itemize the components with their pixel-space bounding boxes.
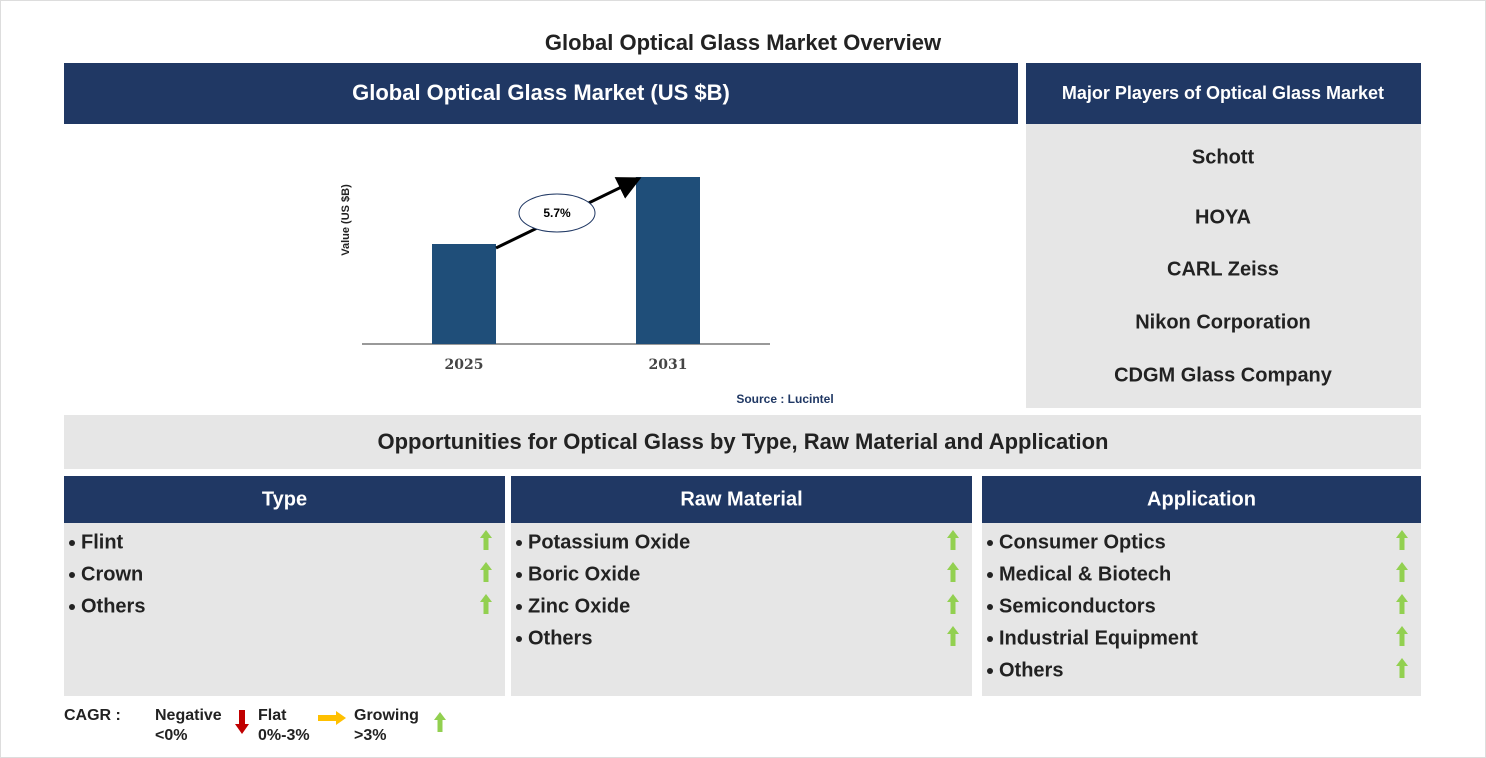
item-label: Zinc Oxide bbox=[528, 595, 630, 617]
bullet bbox=[987, 572, 993, 578]
bullet bbox=[69, 572, 75, 578]
column-body bbox=[64, 523, 505, 696]
bar bbox=[432, 244, 496, 344]
player: CDGM Glass Company bbox=[1114, 364, 1333, 386]
item-label: Others bbox=[999, 659, 1063, 681]
trend-arrow bbox=[947, 530, 959, 550]
opportunities-title: Opportunities for Optical Glass by Type,… bbox=[377, 429, 1108, 454]
item-label: Others bbox=[528, 627, 592, 649]
source: Source : Lucintel bbox=[736, 392, 833, 406]
bullet bbox=[516, 636, 522, 642]
trend-arrow bbox=[947, 562, 959, 582]
trend-arrow bbox=[318, 711, 346, 725]
column-title: Type bbox=[262, 488, 307, 510]
trend-arrow bbox=[480, 530, 492, 550]
bullet bbox=[516, 604, 522, 610]
item-label: Others bbox=[81, 595, 145, 617]
bullet bbox=[987, 668, 993, 674]
item-label: Semiconductors bbox=[999, 595, 1156, 617]
trend-arrow bbox=[947, 626, 959, 646]
column-body bbox=[982, 523, 1421, 696]
player: Schott bbox=[1192, 146, 1255, 168]
trend-arrow bbox=[235, 710, 249, 734]
trend-arrow bbox=[1396, 562, 1408, 582]
player: HOYA bbox=[1195, 206, 1251, 228]
cagr-bubble bbox=[518, 193, 596, 233]
legend-name: Flat bbox=[258, 707, 287, 724]
column-header bbox=[511, 476, 972, 523]
legend-range: >3% bbox=[354, 727, 386, 744]
y-axis-label: Value (US $B) bbox=[340, 184, 352, 256]
bar bbox=[636, 177, 700, 344]
players-title: Major Players of Optical Glass Market bbox=[1062, 83, 1384, 103]
chart-header bbox=[64, 63, 1018, 124]
legend-range: <0% bbox=[155, 727, 187, 744]
item-label: Consumer Optics bbox=[999, 531, 1166, 553]
player: CARL Zeiss bbox=[1167, 258, 1279, 280]
legend-name: Negative bbox=[155, 707, 222, 724]
bullet bbox=[987, 636, 993, 642]
trend-arrow bbox=[947, 594, 959, 614]
players-header bbox=[1026, 63, 1421, 124]
x-tick-label: 2031 bbox=[649, 357, 688, 373]
trend-arrow bbox=[1396, 626, 1408, 646]
bullet bbox=[516, 572, 522, 578]
column-title: Application bbox=[1147, 488, 1256, 510]
trend-arrow bbox=[1396, 594, 1408, 614]
item-label: Flint bbox=[81, 531, 124, 553]
column-body bbox=[511, 523, 972, 696]
legend-name: Growing bbox=[354, 707, 419, 724]
legend-label: CAGR : bbox=[64, 707, 121, 724]
trend-arrow bbox=[1396, 658, 1408, 678]
trend-arrow bbox=[434, 712, 446, 732]
trend-arrow bbox=[1396, 530, 1408, 550]
trend-arrow bbox=[480, 594, 492, 614]
item-label: Boric Oxide bbox=[528, 563, 640, 585]
bullet bbox=[516, 540, 522, 546]
bullet bbox=[69, 604, 75, 610]
item-label: Medical & Biotech bbox=[999, 563, 1171, 585]
cagr-label: 5.7% bbox=[543, 206, 571, 220]
chart-title: Global Optical Glass Market (US $B) bbox=[352, 80, 730, 105]
item-label: Industrial Equipment bbox=[999, 627, 1198, 649]
column-title: Raw Material bbox=[680, 488, 802, 510]
bullet bbox=[69, 540, 75, 546]
player: Nikon Corporation bbox=[1135, 311, 1311, 333]
opportunities-band bbox=[64, 415, 1421, 469]
column-header bbox=[64, 476, 505, 523]
bullet bbox=[987, 540, 993, 546]
column-header bbox=[982, 476, 1421, 523]
x-tick-label: 2025 bbox=[445, 357, 484, 373]
page-title: Global Optical Glass Market Overview bbox=[545, 30, 942, 55]
trend-arrow bbox=[480, 562, 492, 582]
legend-range: 0%-3% bbox=[258, 727, 310, 744]
players-panel bbox=[1026, 124, 1421, 408]
item-label: Crown bbox=[81, 563, 143, 585]
bullet bbox=[987, 604, 993, 610]
item-label: Potassium Oxide bbox=[528, 531, 690, 553]
